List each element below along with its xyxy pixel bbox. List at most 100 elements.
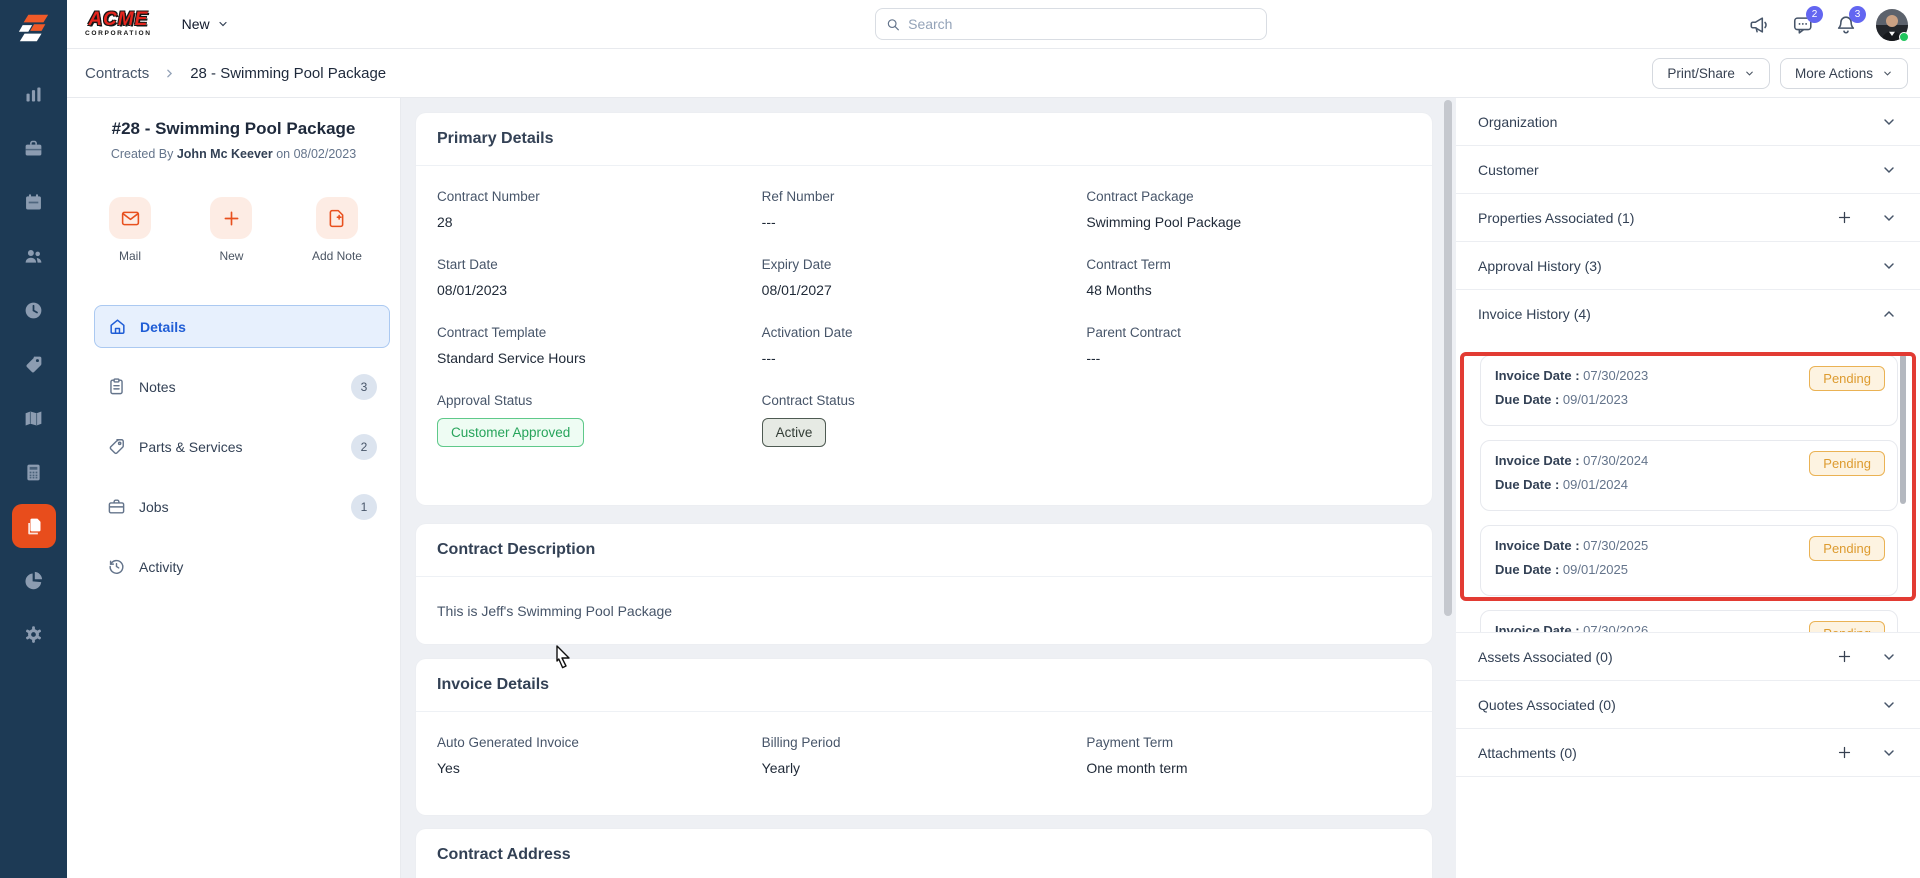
field-value: One month term <box>1086 760 1188 776</box>
acme-logo-subtext: CORPORATION <box>85 30 152 38</box>
invoice-date-label: Invoice Date : <box>1495 538 1580 553</box>
due-date-label: Due Date : <box>1495 392 1560 407</box>
field-value: --- <box>761 350 776 366</box>
tab-jobs-label: Jobs <box>139 498 169 515</box>
notifications-bell-icon[interactable]: 3 <box>1833 5 1866 38</box>
section-label: Approval History (3) <box>1478 257 1602 274</box>
tab-activity[interactable]: Activity <box>94 545 390 588</box>
created-prefix: Created By <box>110 147 174 161</box>
contract-summary-panel: #28 - Swimming Pool Package Created By J… <box>67 98 401 878</box>
contract-description-card: Contract Description This is Jeff's Swim… <box>416 524 1432 644</box>
search-input[interactable] <box>908 16 1256 32</box>
invoice-details-card: Invoice Details Auto Generated Invoice Ye… <box>416 659 1432 815</box>
announcements-megaphone-icon[interactable] <box>1747 12 1773 38</box>
contracts-documents-icon[interactable] <box>11 504 56 548</box>
approval-status-badge: Customer Approved <box>437 418 585 447</box>
related-panel: Organization Customer Properties Associa… <box>1456 98 1920 878</box>
section-assets-associated[interactable]: Assets Associated (0) <box>1456 633 1920 681</box>
invoice-history-item[interactable]: Invoice Date : 07/30/2025 Due Date : 09/… <box>1480 525 1898 596</box>
sidebar-icon-rail <box>11 72 56 666</box>
invoice-history-item[interactable]: Invoice Date : 07/30/2024 Due Date : 09/… <box>1480 440 1898 511</box>
invoice-status-badge: Pending <box>1809 536 1885 561</box>
section-customer[interactable]: Customer <box>1456 146 1920 194</box>
field-label: Auto Generated Invoice <box>437 735 579 750</box>
dashboard-bars-icon[interactable] <box>12 72 56 116</box>
more-actions-button[interactable]: More Actions <box>1779 57 1908 89</box>
tab-notes[interactable]: Notes 3 <box>94 365 390 408</box>
field-label: Contract Template <box>437 325 547 340</box>
schedule-calendar-icon[interactable] <box>12 180 56 224</box>
field-value: Swimming Pool Package <box>1086 214 1242 230</box>
timesheets-clock-icon[interactable] <box>12 288 56 332</box>
invoice-history-item[interactable]: Invoice Date : 07/30/2026 Due Date : 09/… <box>1480 610 1898 632</box>
top-icon-group: 2 3 <box>1747 0 1909 49</box>
chevron-down-icon <box>1880 113 1898 131</box>
section-label: Properties Associated (1) <box>1478 209 1635 226</box>
invoices-calculator-icon[interactable] <box>12 450 56 494</box>
contract-description-title: Contract Description <box>416 524 1432 577</box>
messages-chat-icon[interactable]: 2 <box>1790 5 1823 38</box>
map-icon[interactable] <box>12 396 56 440</box>
due-date-value: 09/01/2023 <box>1562 392 1628 407</box>
new-dropdown[interactable]: New <box>182 16 229 32</box>
invoice-date-value: 07/30/2024 <box>1583 453 1649 468</box>
invoice-status-badge: Pending <box>1809 451 1885 476</box>
chevron-down-icon <box>1746 71 1753 76</box>
invoice-history-item[interactable]: Invoice Date : 07/30/2023 Due Date : 09/… <box>1480 355 1898 426</box>
print-share-button[interactable]: Print/Share <box>1652 57 1770 89</box>
invoice-list-scrollbar[interactable] <box>1900 354 1906 504</box>
mail-icon <box>109 197 151 239</box>
team-users-icon[interactable] <box>12 234 56 278</box>
contract-address-card: Contract Address <box>416 829 1432 878</box>
field-value: 28 <box>437 214 453 230</box>
tab-details[interactable]: Details <box>94 305 390 348</box>
field-label: Contract Package <box>1086 189 1194 204</box>
reports-pie-icon[interactable] <box>12 558 56 602</box>
chevron-down-icon <box>1880 648 1898 666</box>
user-avatar[interactable] <box>1876 8 1909 42</box>
global-search[interactable] <box>875 8 1267 40</box>
due-date-value: 09/01/2025 <box>1562 562 1628 577</box>
section-invoice-history[interactable]: Invoice History (4) <box>1456 290 1920 338</box>
section-properties-associated[interactable]: Properties Associated (1) <box>1456 194 1920 242</box>
invoice-status-badge: Pending <box>1809 366 1885 391</box>
invoice-date-label: Invoice Date : <box>1495 368 1580 383</box>
settings-gear-icon[interactable] <box>12 612 56 656</box>
field-label: Contract Number <box>437 189 540 204</box>
top-bar: ACME CORPORATION New 2 3 <box>67 0 1920 49</box>
jobs-briefcase-icon[interactable] <box>12 126 56 170</box>
add-property-icon[interactable] <box>1834 208 1854 228</box>
note-plus-icon <box>315 197 358 239</box>
field-value: 48 Months <box>1086 282 1152 298</box>
field-label: Payment Term <box>1086 735 1174 750</box>
chevron-down-icon <box>1880 744 1898 762</box>
chevron-down-icon <box>218 21 227 27</box>
section-label: Attachments (0) <box>1478 744 1577 761</box>
breadcrumb-contracts-link[interactable]: Contracts <box>85 64 150 82</box>
zuper-logo[interactable] <box>14 8 54 48</box>
section-approval-history[interactable]: Approval History (3) <box>1456 242 1920 290</box>
contract-status-badge: Active <box>761 418 827 447</box>
parts-tag-icon[interactable] <box>12 342 56 386</box>
header-buttons: Print/Share More Actions <box>1652 57 1908 89</box>
tab-parts-services[interactable]: Parts & Services 2 <box>94 425 390 468</box>
main-scrollbar[interactable] <box>1444 100 1452 616</box>
briefcase-icon <box>108 499 125 514</box>
field-value: Standard Service Hours <box>437 350 586 366</box>
mail-button[interactable]: Mail <box>109 197 151 263</box>
tab-jobs[interactable]: Jobs 1 <box>94 485 390 528</box>
new-button[interactable]: New <box>210 197 253 263</box>
section-organization[interactable]: Organization <box>1456 98 1920 146</box>
section-quotes-associated[interactable]: Quotes Associated (0) <box>1456 681 1920 729</box>
invoice-details-title: Invoice Details <box>416 659 1432 712</box>
add-attachment-icon[interactable] <box>1834 743 1854 763</box>
section-attachments[interactable]: Attachments (0) <box>1456 729 1920 777</box>
online-status-dot <box>1899 31 1909 42</box>
created-date: 08/02/2023 <box>293 147 357 161</box>
add-note-button[interactable]: Add Note <box>312 197 362 263</box>
add-asset-icon[interactable] <box>1834 647 1854 667</box>
contract-title: #28 - Swimming Pool Package <box>111 119 356 138</box>
new-dropdown-label: New <box>181 16 210 32</box>
field-value: Yes <box>437 760 460 776</box>
chevron-down-icon <box>1880 209 1898 227</box>
